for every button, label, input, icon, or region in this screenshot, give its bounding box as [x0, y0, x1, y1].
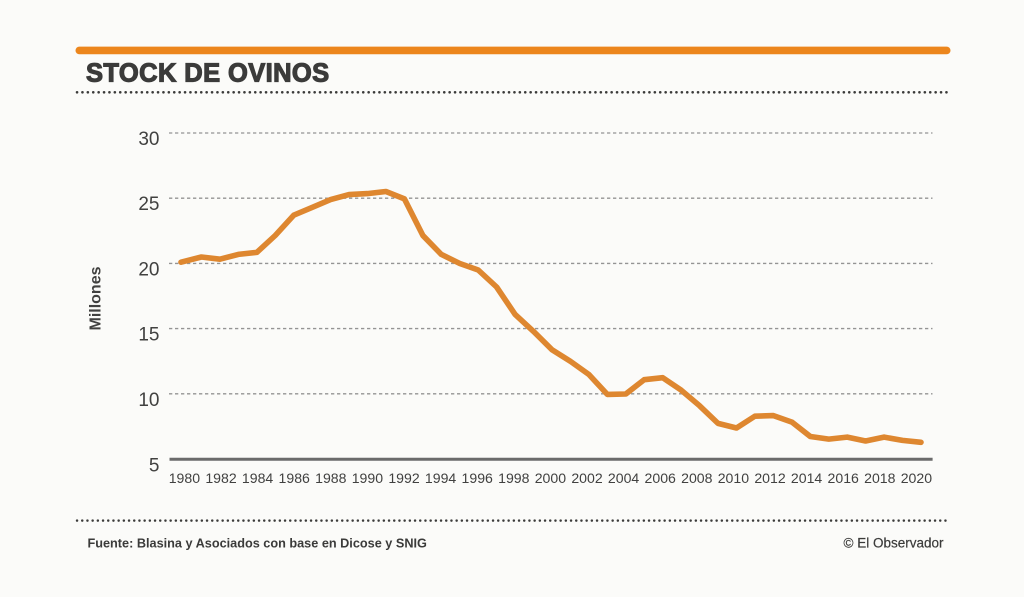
- svg-text:2008: 2008: [681, 470, 713, 486]
- svg-text:1996: 1996: [462, 470, 494, 486]
- svg-text:1986: 1986: [279, 470, 311, 486]
- svg-text:2010: 2010: [718, 470, 750, 486]
- svg-text:1982: 1982: [205, 470, 237, 486]
- svg-text:15: 15: [138, 325, 159, 346]
- svg-text:Fuente: Blasina y Asociados co: Fuente: Blasina y Asociados con base en …: [88, 537, 428, 551]
- svg-text:2006: 2006: [645, 470, 677, 486]
- svg-text:© El Observador: © El Observador: [844, 536, 944, 551]
- svg-text:1998: 1998: [498, 470, 530, 486]
- svg-text:30: 30: [138, 129, 159, 150]
- svg-text:25: 25: [138, 194, 159, 215]
- svg-text:20: 20: [138, 259, 159, 280]
- svg-text:2018: 2018: [864, 470, 896, 486]
- svg-text:2014: 2014: [791, 470, 823, 486]
- svg-text:2012: 2012: [754, 470, 786, 486]
- svg-text:2000: 2000: [535, 470, 567, 486]
- svg-text:1994: 1994: [425, 470, 457, 486]
- svg-text:1980: 1980: [169, 470, 201, 486]
- svg-text:2002: 2002: [571, 470, 603, 486]
- svg-text:1988: 1988: [315, 470, 347, 486]
- svg-text:5: 5: [149, 455, 160, 476]
- svg-text:2004: 2004: [608, 470, 640, 486]
- svg-text:Millones: Millones: [88, 266, 105, 330]
- svg-text:STOCK DE OVINOS: STOCK DE OVINOS: [86, 60, 330, 88]
- svg-text:1984: 1984: [242, 470, 274, 486]
- svg-text:2016: 2016: [828, 470, 860, 486]
- svg-text:1992: 1992: [388, 470, 420, 486]
- svg-text:10: 10: [138, 390, 159, 411]
- svg-text:1990: 1990: [352, 470, 384, 486]
- svg-text:2020: 2020: [901, 470, 933, 486]
